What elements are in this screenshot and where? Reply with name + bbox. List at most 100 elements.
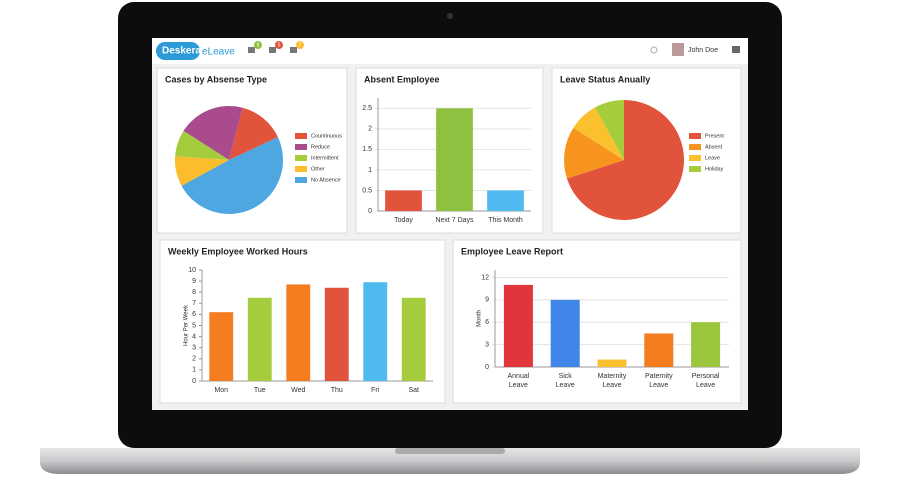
panel (452, 239, 742, 404)
pie-slice (566, 100, 684, 220)
bar (385, 190, 422, 211)
legend-label: Countinuous (311, 133, 342, 139)
legend-swatch (295, 144, 307, 150)
y-tick-label: 0 (485, 364, 489, 371)
x-tick-label: Fri (371, 387, 380, 394)
chart-title: Cases by Absense Type (165, 74, 267, 84)
pie-slice (564, 127, 624, 179)
bar (363, 282, 388, 381)
legend-swatch (295, 177, 307, 183)
y-tick-label: 1.5 (362, 146, 372, 153)
x-tick-label: Paternity Leave (645, 373, 673, 389)
pie-slice (573, 107, 624, 160)
x-tick-label: Sat (408, 387, 419, 394)
y-tick-label: 1 (192, 367, 196, 374)
y-tick-label: 2 (368, 126, 372, 133)
legend-label: Absent (705, 144, 723, 150)
chart-title: Absent Employee (364, 74, 440, 84)
y-tick-label: 9 (485, 297, 489, 304)
bar (644, 333, 674, 367)
badge (296, 41, 304, 49)
x-tick-label: Tue (254, 387, 266, 394)
legend-swatch (689, 133, 701, 139)
bar (550, 299, 580, 367)
badge-count: 5 (278, 42, 281, 48)
chart-title: Employee Leave Report (461, 246, 563, 256)
user-name[interactable]: John Doe (688, 47, 718, 54)
badge-count: 7 (299, 42, 302, 48)
legend-swatch (689, 144, 701, 150)
y-tick-label: 3 (485, 341, 489, 348)
badge-count: 6 (257, 42, 260, 48)
badge (275, 41, 283, 49)
y-axis-label: Hour Per Week (184, 304, 190, 346)
legend-label: Other (311, 166, 325, 172)
logo-badge (156, 42, 200, 60)
x-tick-label: This Month (488, 217, 523, 224)
bar (401, 297, 426, 381)
legend-label: Leave (705, 155, 720, 161)
bar (487, 190, 524, 211)
logo: Deskera (162, 46, 201, 57)
legend-swatch (295, 155, 307, 161)
notification-icon[interactable] (290, 47, 297, 53)
legend-label: Present (705, 133, 724, 139)
top-bar (152, 38, 748, 64)
x-tick-label: Maternity Leave (598, 373, 627, 389)
bar (503, 284, 533, 367)
pie-slice (595, 100, 624, 160)
y-tick-label: 8 (192, 289, 196, 296)
legend-label: Holiday (705, 166, 724, 172)
product-name: eLeave (202, 47, 235, 58)
legend-label: No Absence (311, 177, 341, 183)
x-tick-label: Mon (214, 387, 228, 394)
laptop-base (40, 448, 860, 474)
y-tick-label: 0.5 (362, 187, 372, 194)
bar (691, 322, 721, 367)
y-tick-label: 1 (368, 167, 372, 174)
y-tick-label: 0 (192, 378, 196, 385)
notification-icon[interactable] (269, 47, 276, 53)
x-tick-label: Next 7 Days (435, 217, 474, 224)
bar (324, 287, 349, 381)
legend-swatch (295, 166, 307, 172)
bar (209, 312, 234, 381)
legend-swatch (295, 133, 307, 139)
bar (286, 284, 311, 381)
search-icon[interactable] (650, 46, 658, 54)
x-tick-label: Sick Leave (556, 373, 575, 389)
y-tick-label: 2.5 (362, 105, 372, 112)
camera (447, 13, 453, 19)
legend-swatch (689, 166, 701, 172)
bar (247, 297, 272, 381)
chart-title: Weekly Employee Worked Hours (168, 246, 308, 256)
menu-icon[interactable] (732, 46, 740, 53)
y-tick-label: 6 (485, 319, 489, 326)
y-tick-label: 5 (192, 322, 196, 329)
y-tick-label: 7 (192, 300, 196, 307)
pie-slice (181, 137, 283, 215)
y-tick-label: 12 (481, 274, 489, 281)
y-tick-label: 6 (192, 311, 196, 318)
avatar[interactable] (672, 43, 684, 56)
x-tick-label: Personal Leave (692, 373, 720, 389)
notch (395, 448, 505, 454)
x-tick-label: Wed (291, 387, 305, 394)
y-tick-label: 9 (192, 278, 196, 285)
x-tick-label: Annual Leave (508, 373, 530, 389)
notification-icon[interactable] (248, 47, 255, 53)
legend-label: Reduce (311, 144, 330, 150)
y-tick-label: 0 (368, 208, 372, 215)
legend-swatch (689, 155, 701, 161)
y-axis-label: Month (477, 310, 483, 327)
bar (436, 108, 473, 211)
y-tick-label: 2 (192, 356, 196, 363)
chart-title: Leave Status Anually (560, 74, 650, 84)
legend-label: Intermittent (311, 155, 339, 161)
y-tick-label: 3 (192, 345, 196, 352)
pie-slice (229, 107, 278, 160)
y-tick-label: 10 (188, 267, 196, 274)
y-tick-label: 4 (192, 333, 196, 340)
